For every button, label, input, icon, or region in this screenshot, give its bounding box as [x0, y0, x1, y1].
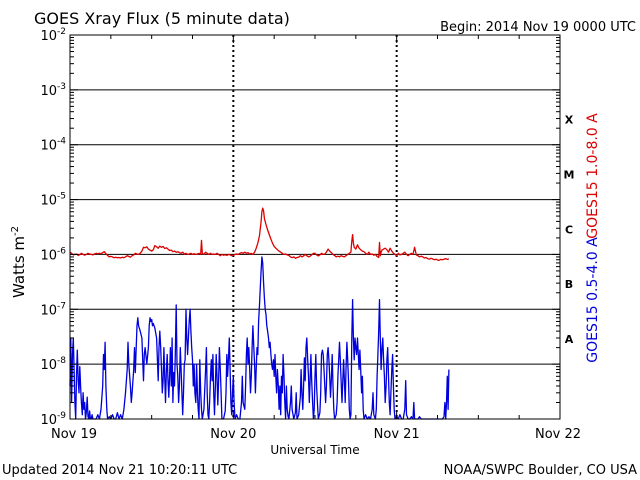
series-line-1.0-8.0 [69, 207, 450, 261]
y-tick-label-base: 10 [40, 84, 57, 99]
y-tick-label: 10-6 [40, 246, 66, 263]
y-tick-label: 10-3 [40, 82, 66, 99]
y-tick-label-base: 10 [40, 358, 57, 373]
y-tick-label-base: 10 [40, 194, 57, 209]
y-tick-label: 10-2 [40, 27, 66, 44]
y-tick-label-base: 10 [40, 413, 57, 428]
y-axis-label-superscript: -2 [10, 226, 21, 236]
updated-timestamp: Updated 2014 Nov 21 10:20:11 UTC [2, 463, 237, 478]
x-axis-ticks: Nov 19 Nov 20 Nov 21 Nov 22 [51, 35, 581, 442]
y-tick-label-base: 10 [40, 139, 57, 154]
y-tick-label-exponent: -7 [57, 301, 66, 311]
legend-series-0.5-4.0: GOES15 0.5-4.0 A [585, 237, 601, 363]
y-tick-label: 10-7 [40, 301, 66, 318]
x-tick-label: Nov 21 [374, 427, 420, 442]
y-tick-label-base: 10 [40, 303, 57, 318]
y-tick-label-exponent: -5 [57, 192, 66, 202]
y-axis-label-text: Watts m [10, 236, 28, 298]
y-tick-label: 10-8 [40, 356, 66, 373]
y-axis-label: Watts m-2 [10, 226, 28, 298]
x-tick-label: Nov 22 [535, 427, 581, 442]
credit-label: NOAA/SWPC Boulder, CO USA [444, 463, 637, 478]
y-tick-label-exponent: -4 [57, 137, 66, 147]
y-axis-ticks: 10-210-310-410-510-610-710-810-9 [40, 27, 560, 428]
x-axis-label: Universal Time [270, 443, 359, 457]
flare-class-b: B [565, 278, 573, 291]
flare-class-x: X [565, 114, 574, 127]
flare-class-m: M [564, 168, 575, 181]
plot-series [69, 207, 450, 420]
flare-class-a: A [565, 333, 574, 346]
flare-class-labels: X M C B A [564, 114, 575, 346]
y-tick-label-base: 10 [40, 248, 57, 263]
y-tick-label-base: 10 [40, 29, 57, 44]
begin-label: Begin: 2014 Nov 19 0000 UTC [440, 20, 636, 35]
y-tick-label: 10-4 [40, 137, 66, 154]
chart-title: GOES Xray Flux (5 minute data) [34, 9, 290, 28]
x-tick-label: Nov 20 [210, 427, 256, 442]
y-tick-label-exponent: -9 [57, 411, 66, 421]
y-tick-label-exponent: -2 [57, 27, 66, 37]
x-tick-label: Nov 19 [51, 427, 97, 442]
y-tick-label-exponent: -8 [57, 356, 66, 366]
flare-class-c: C [565, 223, 573, 236]
y-tick-label: 10-5 [40, 192, 66, 209]
series-line-0.5-4.0 [69, 256, 450, 420]
legend-series-1.0-8.0: GOES15 1.0-8.0 A [585, 113, 601, 239]
y-tick-label-exponent: -3 [57, 82, 66, 92]
y-tick-label-exponent: -6 [57, 246, 66, 256]
y-tick-label: 10-9 [40, 411, 66, 428]
